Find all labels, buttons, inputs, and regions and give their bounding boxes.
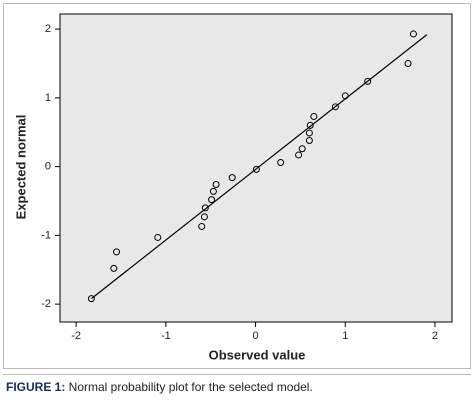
reference-line	[91, 34, 428, 300]
y-axis-title: Expected normal	[13, 115, 28, 220]
point	[198, 222, 206, 230]
point	[252, 165, 260, 173]
x-tick-label: 0	[252, 330, 258, 342]
y-tick-label: 2	[45, 23, 51, 35]
y-tick-label: 0	[45, 161, 51, 173]
point	[295, 151, 303, 159]
point	[209, 187, 217, 195]
figure-frame	[3, 3, 471, 369]
point	[310, 112, 318, 120]
y-tick-label: -2	[41, 298, 51, 310]
x-tick-label: -1	[161, 330, 171, 342]
point	[409, 30, 417, 38]
point	[113, 248, 121, 256]
x-tick-label: 2	[432, 330, 438, 342]
y-tick-label: -1	[41, 229, 51, 241]
point	[404, 60, 412, 67]
caption-label: FIGURE 1:	[6, 380, 66, 394]
caption: FIGURE 1: Normal probability plot for th…	[6, 380, 313, 394]
point	[208, 196, 216, 204]
point	[228, 174, 236, 182]
point	[306, 121, 314, 129]
point	[87, 295, 95, 303]
caption-text: Normal probability plot for the selected…	[65, 380, 313, 394]
point	[364, 77, 372, 85]
point	[110, 264, 118, 272]
x-tick-label: -2	[71, 330, 81, 342]
y-tick-label: 1	[45, 92, 51, 104]
chart: Observed value Expected normal -2 -1 0 1 2 -2…	[13, 13, 453, 362]
point	[200, 213, 208, 221]
point	[201, 204, 209, 212]
caption-rule	[3, 374, 471, 375]
point	[298, 145, 306, 153]
point	[212, 181, 220, 188]
x-tick-label: 1	[342, 330, 348, 342]
point	[154, 233, 162, 241]
point	[277, 159, 285, 166]
plot-area	[59, 13, 453, 323]
point	[305, 129, 313, 137]
point	[341, 92, 349, 100]
point	[331, 103, 339, 111]
x-axis-title: Observed value	[209, 347, 306, 362]
point	[305, 137, 313, 144]
